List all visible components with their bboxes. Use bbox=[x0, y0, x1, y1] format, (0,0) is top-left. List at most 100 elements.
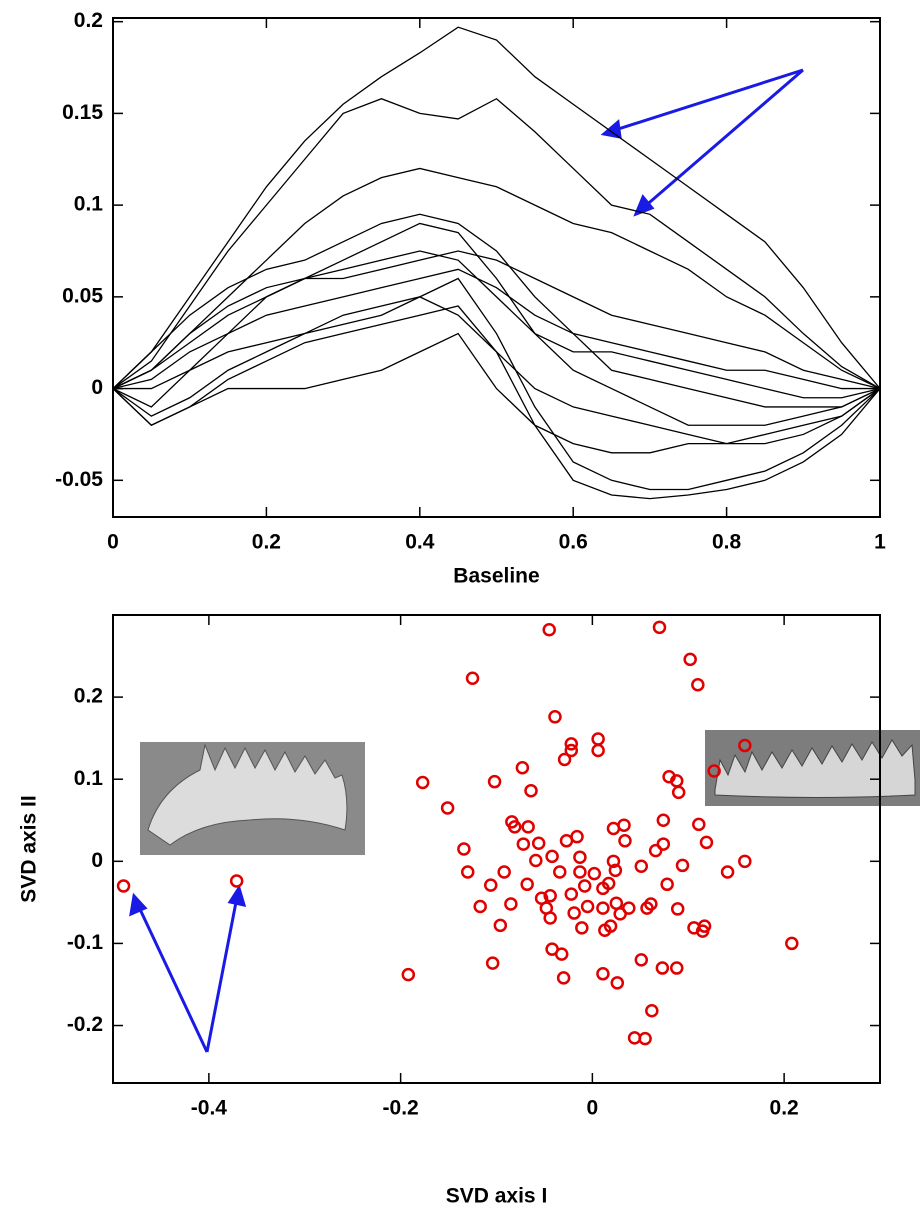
point bbox=[609, 896, 624, 910]
point bbox=[415, 775, 430, 790]
point bbox=[116, 879, 131, 893]
x-tick-label: -0.2 bbox=[383, 1097, 419, 1120]
point bbox=[638, 1031, 652, 1046]
arrow bbox=[205, 896, 239, 1053]
x-axis-label: Baseline bbox=[453, 565, 539, 588]
point bbox=[634, 859, 649, 873]
point bbox=[564, 737, 579, 751]
point bbox=[577, 879, 592, 893]
point bbox=[587, 866, 602, 881]
y-tick-label: 0.1 bbox=[74, 767, 104, 790]
point bbox=[460, 865, 475, 879]
arrow bbox=[136, 904, 209, 1053]
y-tick-label: 0.2 bbox=[74, 9, 103, 32]
point bbox=[720, 865, 735, 879]
point bbox=[622, 901, 636, 915]
point bbox=[785, 936, 799, 951]
x-tick-label: 0.8 bbox=[712, 531, 742, 554]
point bbox=[516, 837, 531, 851]
point bbox=[557, 752, 572, 767]
x-tick-label: -0.4 bbox=[191, 1097, 228, 1120]
point bbox=[440, 801, 455, 815]
point bbox=[575, 921, 589, 935]
curve bbox=[112, 332, 881, 454]
point bbox=[457, 842, 471, 856]
point bbox=[548, 710, 562, 724]
point bbox=[524, 783, 538, 798]
point bbox=[707, 764, 721, 778]
x-tick-label: 0.2 bbox=[770, 1097, 799, 1120]
point bbox=[504, 897, 518, 911]
curve bbox=[112, 250, 881, 390]
x-tick-label: 0 bbox=[587, 1097, 599, 1120]
point bbox=[497, 865, 511, 879]
point bbox=[652, 620, 667, 635]
point bbox=[655, 961, 670, 975]
point bbox=[618, 834, 632, 848]
curve bbox=[112, 268, 880, 390]
point bbox=[675, 858, 690, 873]
point bbox=[591, 732, 605, 746]
curve bbox=[112, 213, 881, 408]
point bbox=[603, 919, 618, 933]
inset-photo-left bbox=[140, 742, 365, 855]
point bbox=[573, 850, 587, 864]
point bbox=[567, 906, 581, 920]
curve bbox=[112, 250, 881, 399]
curve bbox=[113, 296, 881, 445]
x-tick-label: 0 bbox=[107, 531, 119, 554]
point bbox=[507, 820, 522, 834]
point bbox=[554, 947, 569, 961]
point bbox=[580, 899, 595, 914]
photo-tooth bbox=[714, 739, 916, 798]
point bbox=[473, 899, 487, 914]
arrow-head bbox=[633, 194, 655, 217]
point bbox=[683, 652, 697, 667]
point bbox=[529, 853, 543, 868]
point bbox=[656, 837, 671, 851]
point bbox=[648, 843, 663, 858]
y-tick-label: 0 bbox=[91, 376, 103, 399]
point bbox=[644, 897, 658, 911]
x-tick-label: 0.6 bbox=[559, 531, 588, 554]
point bbox=[656, 813, 671, 828]
point bbox=[543, 889, 557, 903]
point bbox=[521, 820, 535, 834]
y-tick-label: -0.1 bbox=[67, 931, 104, 954]
point bbox=[564, 887, 579, 901]
point bbox=[543, 911, 557, 925]
curve bbox=[112, 277, 881, 491]
point bbox=[699, 835, 714, 850]
inset-photo-right bbox=[705, 730, 920, 806]
point bbox=[596, 967, 610, 981]
point bbox=[570, 829, 584, 844]
point bbox=[697, 919, 712, 933]
point bbox=[671, 785, 686, 800]
plot-frame bbox=[112, 614, 881, 1084]
point bbox=[556, 971, 571, 985]
point bbox=[515, 760, 530, 775]
point bbox=[601, 876, 616, 891]
y-tick-label: 0.1 bbox=[74, 193, 104, 216]
y-tick-label: -0.05 bbox=[55, 468, 103, 491]
arrow-head bbox=[600, 119, 622, 139]
panel: 0 0.2 0.4 0.6 0.8 1 -0.05 0 0.05 0.1 0.15 0.2 Baseli… bbox=[55, 9, 886, 587]
point bbox=[608, 863, 623, 878]
x-tick-label: 1 bbox=[874, 531, 886, 554]
point bbox=[660, 877, 674, 892]
point bbox=[493, 918, 508, 933]
y-tick-label: 0 bbox=[91, 849, 103, 872]
point bbox=[520, 877, 534, 892]
arrow bbox=[642, 68, 804, 210]
y-tick-label: -0.2 bbox=[67, 1013, 103, 1036]
point bbox=[531, 836, 546, 851]
y-tick-label: 0.15 bbox=[62, 101, 103, 124]
x-axis-label: SVD axis I bbox=[446, 1185, 548, 1208]
point bbox=[542, 623, 556, 637]
point bbox=[229, 874, 244, 888]
point bbox=[545, 849, 559, 864]
panel: -0.4 -0.2 0 0.2 -0.2 -0.1 0 0.1 0.2 SVD axis I SVD… bbox=[18, 614, 881, 1208]
curve bbox=[112, 167, 881, 390]
arrow-head bbox=[129, 892, 148, 917]
arrows bbox=[129, 68, 804, 1053]
